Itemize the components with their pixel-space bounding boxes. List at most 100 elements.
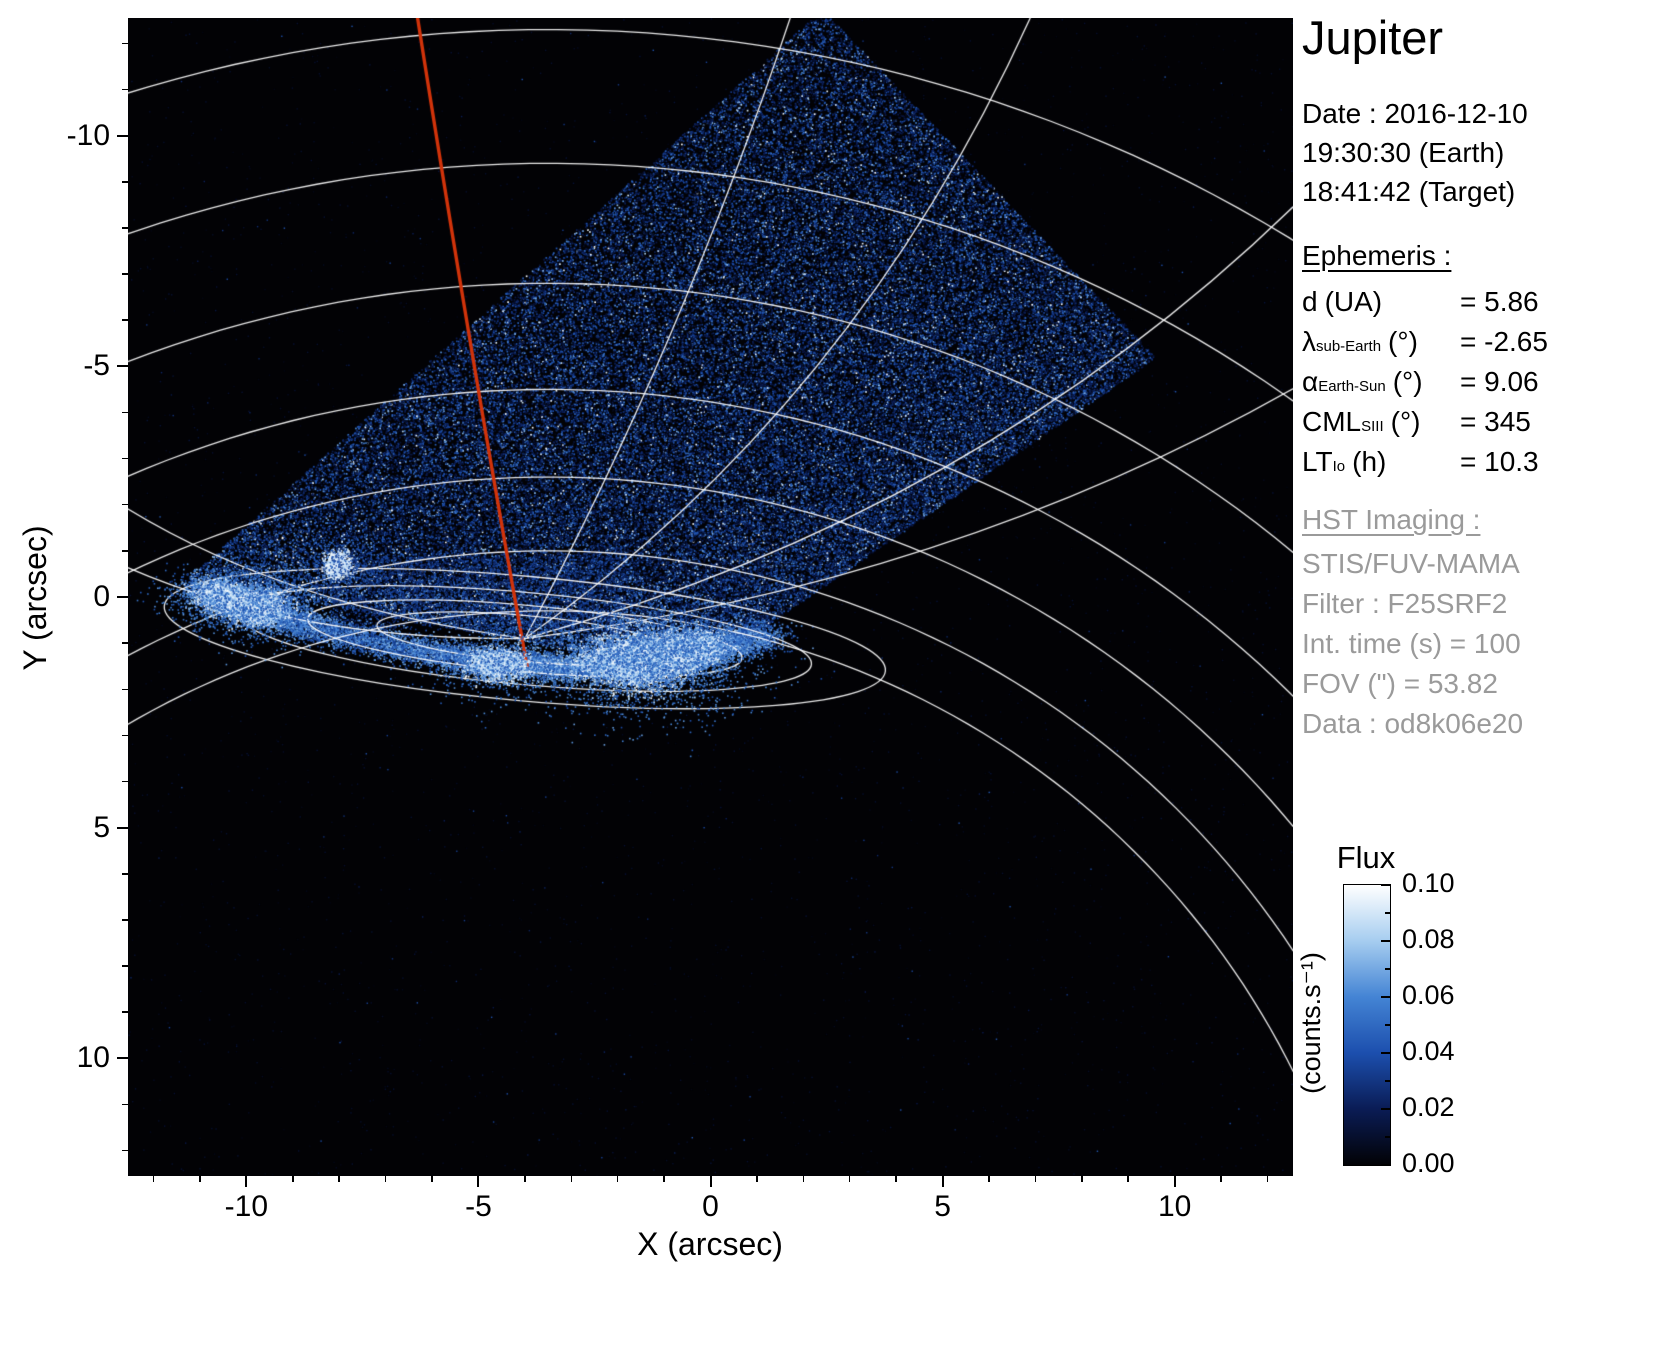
y-tick-label: 5 bbox=[93, 810, 110, 844]
colorbar-major-tick bbox=[1381, 996, 1390, 998]
y-minor-tick bbox=[122, 550, 128, 552]
colorbar-unit-label: (counts.s⁻¹) bbox=[1296, 952, 1326, 1094]
y-minor-tick bbox=[122, 227, 128, 229]
time-earth: 19:30:30 (Earth) bbox=[1302, 137, 1505, 168]
x-minor-tick bbox=[384, 1176, 387, 1182]
colorbar-tick-label: 0.02 bbox=[1402, 1092, 1455, 1122]
colorbar-minor-tick bbox=[1385, 968, 1390, 970]
x-minor-tick bbox=[570, 1176, 572, 1182]
colorbar-minor-tick bbox=[1385, 1136, 1390, 1138]
y-minor-tick bbox=[122, 919, 128, 921]
y-tick-label: -5 bbox=[83, 349, 110, 383]
flux-colorbar bbox=[1343, 884, 1391, 1166]
x-minor-tick bbox=[1266, 1176, 1269, 1182]
x-minor-tick bbox=[199, 1176, 201, 1182]
x-tick-label: -10 bbox=[224, 1190, 269, 1223]
y-minor-tick bbox=[122, 1103, 128, 1106]
x-minor-tick bbox=[802, 1176, 805, 1182]
y-minor-tick bbox=[122, 1011, 128, 1013]
ephemeris-row-cml: CML SIII (°) = 345 bbox=[1302, 406, 1531, 437]
colorbar-minor-tick bbox=[1385, 912, 1390, 914]
y-tick-label: 10 bbox=[76, 1041, 110, 1075]
y-major-tick bbox=[117, 134, 128, 137]
time-target: 18:41:42 (Target) bbox=[1302, 176, 1516, 207]
colorbar-title: Flux bbox=[1336, 840, 1396, 875]
y-minor-tick bbox=[122, 873, 128, 875]
x-major-tick bbox=[245, 1176, 248, 1187]
hst-imaging-block: HST Imaging : STIS/FUV-MAMA Filter : F25… bbox=[1302, 500, 1523, 744]
x-tick-label: 10 bbox=[1157, 1190, 1192, 1223]
x-tick-label: 5 bbox=[934, 1190, 951, 1223]
y-tick-label: 0 bbox=[93, 580, 110, 613]
aurora-image-canvas bbox=[128, 18, 1293, 1176]
y-minor-tick bbox=[122, 1149, 128, 1152]
y-tick-label: -10 bbox=[66, 118, 110, 152]
x-minor-tick bbox=[1220, 1176, 1222, 1182]
y-major-tick bbox=[117, 826, 128, 829]
ephemeris-row-sub-earth-lat: λ sub-Earth (°) = -2.65 bbox=[1302, 326, 1548, 357]
y-minor-tick bbox=[122, 642, 128, 644]
x-minor-tick bbox=[431, 1176, 433, 1182]
ephemeris-table: d (UA) = 5.86 λ sub-Earth (°) = -2.65 α Eart… bbox=[1302, 286, 1548, 486]
x-minor-tick bbox=[616, 1176, 619, 1182]
y-minor-tick bbox=[122, 273, 128, 275]
hst-imaging-heading: HST Imaging : bbox=[1302, 504, 1481, 535]
x-tick-label: 0 bbox=[702, 1190, 719, 1223]
date-line: Date : 2016-12-10 bbox=[1302, 98, 1528, 129]
x-axis-title: X (arcsec) bbox=[637, 1226, 783, 1262]
y-minor-tick bbox=[122, 734, 128, 737]
colorbar-minor-tick bbox=[1385, 1080, 1390, 1082]
x-minor-tick bbox=[524, 1176, 526, 1182]
y-minor-tick bbox=[122, 503, 128, 506]
x-minor-tick bbox=[663, 1176, 665, 1182]
y-minor-tick bbox=[122, 411, 128, 414]
y-minor-tick bbox=[122, 42, 128, 45]
colorbar-major-tick bbox=[1381, 1164, 1390, 1166]
ephemeris-row-phase-angle: α Earth-Sun (°) = 9.06 bbox=[1302, 366, 1539, 397]
y-major-tick bbox=[117, 596, 128, 598]
hst-data-id: Data : od8k06e20 bbox=[1302, 708, 1524, 739]
ephemeris-row-io-local-time: LT Io (h) = 10.3 bbox=[1302, 446, 1539, 477]
ephemeris-heading: Ephemeris : bbox=[1302, 240, 1452, 271]
y-minor-tick bbox=[122, 780, 128, 783]
y-minor-tick bbox=[122, 688, 128, 691]
colorbar-minor-tick bbox=[1385, 1024, 1390, 1026]
y-major-tick bbox=[117, 365, 128, 368]
y-minor-tick bbox=[122, 181, 128, 183]
x-minor-tick bbox=[1081, 1176, 1083, 1182]
x-major-tick bbox=[477, 1176, 480, 1187]
x-major-tick bbox=[1173, 1176, 1176, 1187]
y-major-tick bbox=[117, 1057, 128, 1060]
page-title: Jupiter bbox=[1302, 11, 1444, 64]
hst-fov: FOV (") = 53.82 bbox=[1302, 668, 1498, 699]
y-minor-tick bbox=[122, 88, 128, 91]
colorbar-major-tick bbox=[1381, 884, 1390, 886]
colorbar-major-tick bbox=[1381, 1052, 1390, 1054]
colorbar-tick-label: 0.06 bbox=[1402, 980, 1455, 1010]
plot-area bbox=[128, 18, 1293, 1176]
colorbar-tick-label: 0.10 bbox=[1402, 868, 1455, 898]
y-axis-title: Y (arcsec) bbox=[17, 525, 53, 671]
colorbar-major-tick bbox=[1381, 940, 1390, 942]
x-minor-tick bbox=[988, 1176, 990, 1182]
x-minor-tick bbox=[1034, 1176, 1037, 1182]
x-minor-tick bbox=[292, 1176, 294, 1182]
hst-integration-time: Int. time (s) = 100 bbox=[1302, 628, 1521, 659]
x-minor-tick bbox=[1127, 1176, 1129, 1182]
x-minor-tick bbox=[756, 1176, 758, 1182]
hst-instrument: STIS/FUV-MAMA bbox=[1302, 548, 1520, 579]
x-minor-tick bbox=[152, 1176, 155, 1182]
observation-datetime: Date : 2016-12-10 19:30:30 (Earth) 18:41… bbox=[1302, 94, 1528, 211]
x-minor-tick bbox=[895, 1176, 897, 1182]
x-major-tick bbox=[941, 1176, 944, 1187]
colorbar-tick-label: 0.04 bbox=[1402, 1036, 1455, 1066]
x-minor-tick bbox=[848, 1176, 851, 1182]
ephemeris-row-distance: d (UA) = 5.86 bbox=[1302, 286, 1539, 317]
y-minor-tick bbox=[122, 457, 128, 460]
x-major-tick bbox=[709, 1176, 712, 1187]
y-minor-tick bbox=[122, 965, 128, 967]
y-minor-tick bbox=[122, 319, 128, 321]
colorbar-tick-label: 0.08 bbox=[1402, 924, 1455, 954]
hst-filter: Filter : F25SRF2 bbox=[1302, 588, 1508, 619]
